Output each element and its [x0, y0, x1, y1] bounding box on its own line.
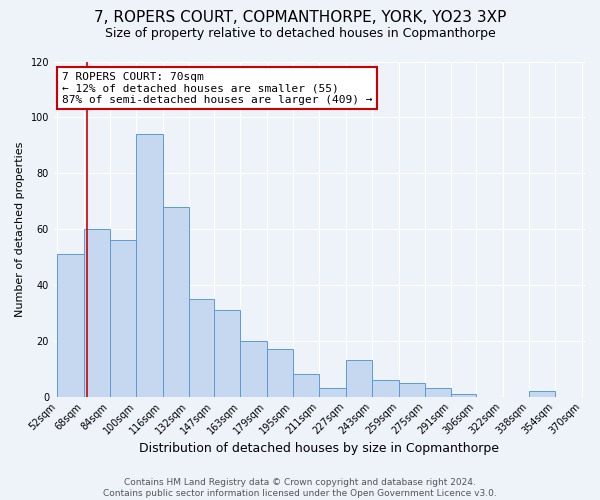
Text: 7 ROPERS COURT: 70sqm
← 12% of detached houses are smaller (55)
87% of semi-deta: 7 ROPERS COURT: 70sqm ← 12% of detached …	[62, 72, 373, 105]
Bar	[346, 360, 372, 396]
Bar	[529, 391, 556, 396]
Bar	[136, 134, 163, 396]
Text: 7, ROPERS COURT, COPMANTHORPE, YORK, YO23 3XP: 7, ROPERS COURT, COPMANTHORPE, YORK, YO2…	[94, 10, 506, 25]
X-axis label: Distribution of detached houses by size in Copmanthorpe: Distribution of detached houses by size …	[139, 442, 499, 455]
Bar	[110, 240, 136, 396]
Bar	[293, 374, 319, 396]
Bar	[266, 349, 293, 397]
Bar	[319, 388, 346, 396]
Bar	[163, 206, 189, 396]
Bar	[83, 229, 110, 396]
Bar	[240, 340, 266, 396]
Text: Contains HM Land Registry data © Crown copyright and database right 2024.
Contai: Contains HM Land Registry data © Crown c…	[103, 478, 497, 498]
Y-axis label: Number of detached properties: Number of detached properties	[15, 142, 25, 316]
Bar	[398, 382, 425, 396]
Bar	[372, 380, 398, 396]
Bar	[57, 254, 83, 396]
Bar	[451, 394, 476, 396]
Bar	[189, 299, 214, 396]
Bar	[214, 310, 240, 396]
Bar	[425, 388, 451, 396]
Text: Size of property relative to detached houses in Copmanthorpe: Size of property relative to detached ho…	[104, 28, 496, 40]
